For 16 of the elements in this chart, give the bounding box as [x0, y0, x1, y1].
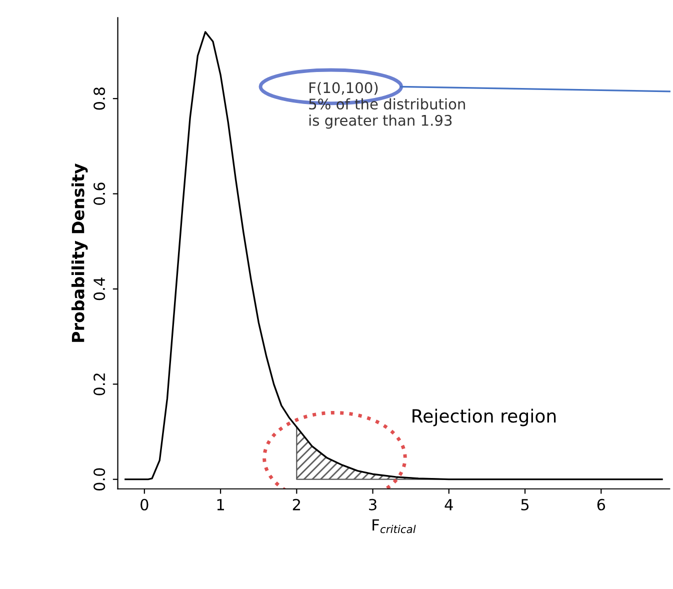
- y-tick-label: 0.0: [94, 468, 106, 490]
- line-series: [124, 31, 663, 480]
- y-tick-label: 0.6: [94, 182, 106, 205]
- x-tick-label: 6: [597, 498, 606, 510]
- x-tick-label: 2: [292, 498, 300, 510]
- y-tick-label: 0.2: [94, 374, 106, 396]
- x-tick-label: 1: [217, 499, 224, 510]
- x-tick-label: 0: [140, 498, 148, 510]
- x-tick-label: 4: [444, 499, 453, 510]
- x-tick-label: 3: [369, 498, 376, 510]
- x-axis-title: F$_{critical}$: [372, 519, 416, 534]
- x-tick-label: 5: [521, 499, 529, 510]
- y-tick-label: 0.8: [94, 87, 106, 110]
- y-tick-label: 0.4: [94, 278, 106, 300]
- y-axis-title: Probability Density: [71, 163, 88, 342]
- annotation: Rejection region: [412, 408, 556, 426]
